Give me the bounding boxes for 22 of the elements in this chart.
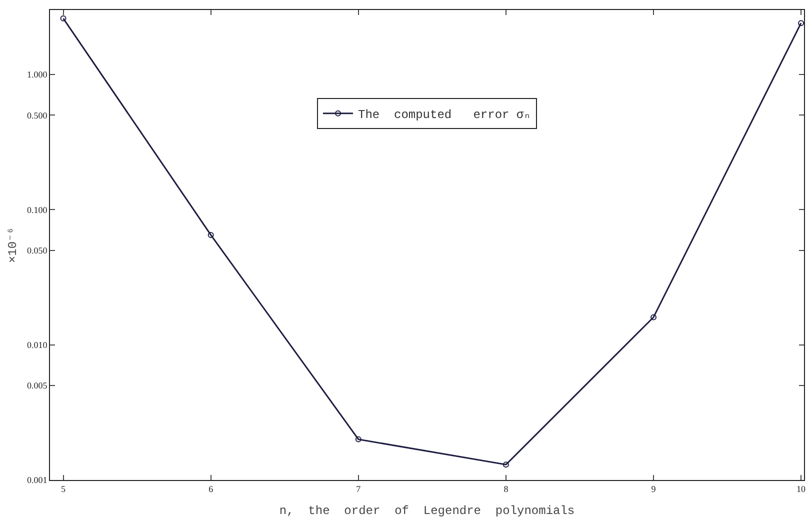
point (355, 436, 362, 442)
y-tick-label: 0.010 (26, 340, 48, 350)
point (502, 462, 509, 468)
x-tick-label: 6 (208, 484, 214, 494)
point (650, 314, 656, 320)
y-tick-label: 0.001 (26, 475, 48, 486)
y-tick-label: 0.100 (26, 204, 48, 215)
x-tick-label: 5 (61, 484, 66, 494)
y-tick-label: 0.500 (26, 110, 48, 120)
y-tick-label: 1.000 (26, 70, 48, 80)
x-tick-label: 7 (356, 484, 362, 494)
point (208, 232, 214, 238)
x-axis-title: n, the order of Legendre polynomials (279, 504, 575, 518)
point (60, 15, 66, 22)
point (798, 20, 804, 26)
x-tick-label: 8 (504, 484, 509, 494)
y-tick-label: 0.050 (26, 246, 48, 256)
y-axis-title: ×10⁻⁶ (6, 226, 20, 264)
x-tick-label: 9 (651, 484, 656, 494)
legend-label: The computed error σₙ (358, 108, 531, 122)
x-tick-label: 10 (796, 484, 806, 494)
y-tick-label: 0.005 (26, 380, 48, 391)
